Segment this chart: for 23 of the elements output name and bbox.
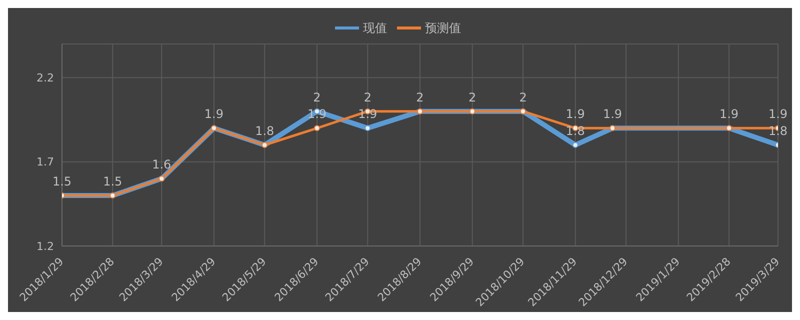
legend-label: 预测值: [425, 21, 461, 36]
data-label: 1.9: [719, 107, 739, 122]
data-label: 1.5: [52, 174, 72, 188]
data-label: 1.8: [255, 124, 274, 138]
data-label: 2: [519, 90, 527, 104]
data-label: 1.9: [566, 107, 585, 122]
data-label: 2: [416, 90, 424, 104]
y-tick-label: 1.2: [36, 240, 54, 253]
data-label: 1.5: [103, 174, 122, 188]
data-label: 1.8: [768, 124, 788, 138]
data-label: 1.6: [152, 158, 172, 172]
legend-label: 现值: [363, 21, 387, 36]
point: [572, 142, 578, 148]
data-label: 1.9: [602, 107, 622, 122]
data-label: 2: [364, 90, 372, 104]
y-tick-label: 1.7: [36, 156, 54, 169]
data-label: 1.9: [768, 107, 788, 122]
y-tick-label: 2.2: [36, 72, 54, 85]
point: [314, 125, 320, 132]
data-label: 2: [468, 90, 476, 104]
data-label: 1.9: [204, 107, 224, 122]
data-label: 2: [313, 90, 321, 104]
point: [364, 125, 371, 132]
